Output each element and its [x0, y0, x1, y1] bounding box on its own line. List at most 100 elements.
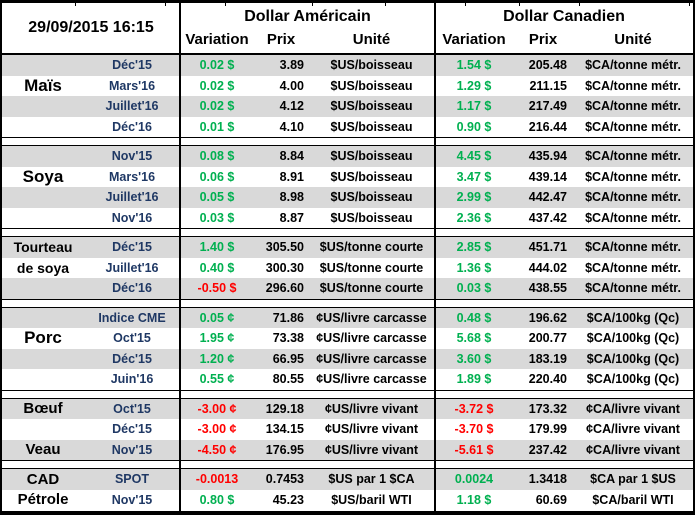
us-variation: 0.08 $: [199, 149, 235, 164]
ca-variation: 1.89 $: [456, 372, 492, 387]
section-cad-petrole: CAD SPOT -0.0013 0.7453 $US par 1 $CA 0.…: [2, 469, 693, 510]
us-variation: 0.05 ¢: [199, 310, 235, 325]
ca-unit: $CA/tonne métr.: [585, 281, 681, 296]
ca-price: 444.02: [528, 260, 567, 275]
ca-variation: 3.47 $: [456, 169, 492, 184]
contract-month: Déc'15: [112, 351, 152, 366]
grid-tick: [225, 3, 226, 6]
contract-month: Déc'16: [112, 119, 152, 134]
commodity-label: Pétrole: [17, 491, 69, 509]
us-variation: 0.03 $: [199, 210, 235, 225]
ca-price: 451.71: [528, 240, 567, 255]
commodity-label: Porc: [24, 328, 62, 348]
table-row: Déc'15 -3.00 ¢ 134.15 ¢US/livre vivant -…: [2, 419, 693, 440]
commodity-label: Maïs: [24, 75, 62, 95]
us-variation: 0.06 $: [199, 169, 235, 184]
ca-variation: 0.48 $: [456, 310, 492, 325]
ca-variation: 2.36 $: [456, 210, 492, 225]
us-variation: 1.40 $: [199, 240, 235, 255]
timestamp: 29/09/2015 16:15: [28, 19, 154, 36]
us-price: 73.38: [272, 331, 304, 346]
us-unit: $US/boisseau: [330, 78, 413, 93]
table-row: Juin'16 0.55 ¢ 80.55 ¢US/livre carcasse …: [2, 369, 693, 390]
us-price: 4.12: [279, 99, 304, 114]
us-unit: $US/tonne courte: [319, 260, 424, 275]
ca-variation: -3.72 $: [454, 401, 494, 416]
ca-unit: ¢CA/livre vivant: [586, 442, 680, 457]
table-row: Juillet'16 0.05 $ 8.98 $US/boisseau 2.99…: [2, 187, 693, 208]
ca-variation-header: Variation: [442, 31, 506, 48]
ca-variation: 3.60 $: [456, 351, 492, 366]
section-soya: Nov'15 0.08 $ 8.84 $US/boisseau 4.45 $ 4…: [2, 146, 693, 228]
us-unit: $US/boisseau: [330, 99, 413, 114]
table-row: Bœuf Oct'15 -3.00 ¢ 129.18 ¢US/livre viv…: [2, 398, 693, 419]
us-unit: ¢US/livre vivant: [324, 401, 419, 416]
ca-unit: ¢CA/livre vivant: [586, 401, 680, 416]
ca-price: 220.40: [528, 372, 567, 387]
ca-unit: $CA/tonne métr.: [585, 210, 681, 225]
us-variation: -3.00 ¢: [197, 422, 237, 437]
ca-price: 216.44: [528, 119, 567, 134]
ca-unit-header: Unité: [614, 31, 652, 48]
us-variation: 1.95 ¢: [199, 331, 235, 346]
contract-month: Oct'15: [113, 401, 151, 416]
ca-variation: 1.18 $: [456, 492, 492, 507]
us-price: 71.86: [272, 310, 304, 325]
commodity-label: Veau: [25, 441, 61, 459]
us-unit: $US/boisseau: [330, 58, 413, 73]
commodity-label: CAD: [26, 470, 60, 488]
ca-unit: $CA/tonne métr.: [585, 260, 681, 275]
us-unit: $US/tonne courte: [319, 281, 424, 296]
ca-dollar-group: Dollar Canadien Variation Prix Unité: [435, 3, 693, 53]
ca-price: 205.48: [528, 58, 567, 73]
table-row: Déc'16 -0.50 $ 296.60 $US/tonne courte 0…: [2, 278, 693, 299]
ca-price: 435.94: [528, 149, 567, 164]
contract-month: Déc'15: [112, 58, 152, 73]
ca-unit: $CA/tonne métr.: [585, 99, 681, 114]
table-row: Soya Mars'16 0.06 $ 8.91 $US/boisseau 3.…: [2, 166, 693, 187]
section-separator: [2, 298, 693, 308]
contract-month: Mars'16: [108, 169, 156, 184]
us-variation: 0.05 $: [199, 190, 235, 205]
us-price: 129.18: [265, 401, 304, 416]
grid-tick: [75, 3, 76, 6]
ca-unit: $CA/100kg (Qc): [586, 331, 680, 346]
ca-price: 1.3418: [528, 472, 567, 487]
us-price: 4.10: [279, 119, 304, 134]
section-separator: [2, 228, 693, 237]
contract-month: Déc'15: [112, 422, 152, 437]
table-row: Déc'16 0.01 $ 4.10 $US/boisseau 0.90 $ 2…: [2, 116, 693, 137]
ca-price: 237.42: [528, 442, 567, 457]
us-unit: $US/boisseau: [330, 210, 413, 225]
ca-variation: 1.17 $: [456, 99, 492, 114]
us-price: 45.23: [272, 492, 304, 507]
ca-unit: $CA/tonne métr.: [585, 240, 681, 255]
ca-variation: -3.70 $: [454, 422, 494, 437]
us-variation: -0.0013: [195, 472, 239, 487]
ca-group-title: Dollar Canadien: [503, 8, 625, 25]
us-unit: $US/boisseau: [330, 190, 413, 205]
us-variation: 0.40 $: [199, 260, 235, 275]
us-unit: $US/boisseau: [330, 149, 413, 164]
grid-tick: [519, 3, 520, 6]
us-price: 8.84: [279, 149, 304, 164]
table-row: Pétrole Nov'15 0.80 $ 45.23 $US/baril WT…: [2, 489, 693, 510]
ca-price: 438.55: [528, 281, 567, 296]
contract-month: SPOT: [114, 472, 150, 487]
us-price: 305.50: [265, 240, 304, 255]
contract-month: Indice CME: [98, 310, 166, 325]
ca-variation: -5.61 $: [454, 442, 494, 457]
us-unit: ¢US/livre vivant: [324, 442, 419, 457]
ca-unit: $CA/tonne métr.: [585, 58, 681, 73]
contract-month: Déc'16: [112, 281, 152, 296]
us-price: 296.60: [265, 281, 304, 296]
section-porc: Indice CME 0.05 ¢ 71.86 ¢US/livre carcas…: [2, 307, 693, 390]
ca-price: 217.49: [528, 99, 567, 114]
table-row: Nov'16 0.03 $ 8.87 $US/boisseau 2.36 $ 4…: [2, 207, 693, 228]
ca-price: 442.47: [528, 190, 567, 205]
us-unit: ¢US/livre carcasse: [316, 331, 427, 346]
ca-unit: $CA/tonne métr.: [585, 78, 681, 93]
ca-unit: $CA par 1 $US: [590, 472, 676, 487]
section-separator: [2, 389, 693, 399]
table-row: Déc'15 1.20 ¢ 66.95 ¢US/livre carcasse 3…: [2, 348, 693, 369]
